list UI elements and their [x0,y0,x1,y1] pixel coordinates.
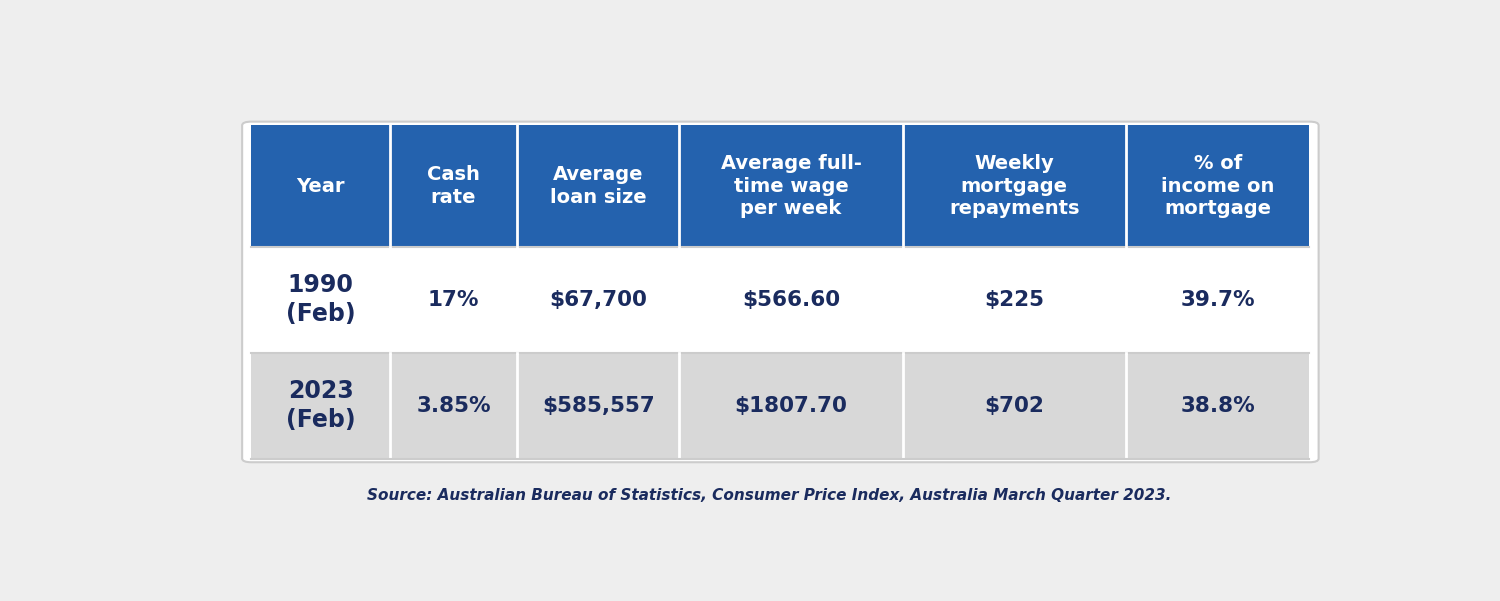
Text: Weekly
mortgage
repayments: Weekly mortgage repayments [950,154,1080,218]
Text: Year: Year [297,177,345,196]
Text: 2023
(Feb): 2023 (Feb) [286,379,356,432]
Bar [252,126,1310,247]
Text: 3.85%: 3.85% [417,395,491,416]
Text: % of
income on
mortgage: % of income on mortgage [1161,154,1275,218]
Text: 1990
(Feb): 1990 (Feb) [286,273,356,326]
Text: $1807.70: $1807.70 [735,395,847,416]
Text: 17%: 17% [427,290,480,310]
Text: $566.60: $566.60 [742,290,840,310]
Text: $702: $702 [984,395,1044,416]
Text: 38.8%: 38.8% [1180,395,1256,416]
Bar [252,247,1310,353]
Text: $225: $225 [984,290,1044,310]
Text: $585,557: $585,557 [542,395,654,416]
Text: $67,700: $67,700 [549,290,646,310]
Text: Average
loan size: Average loan size [550,165,646,207]
FancyBboxPatch shape [242,121,1318,462]
Text: Source: Australian Bureau of Statistics, Consumer Price Index, Australia March Q: Source: Australian Bureau of Statistics,… [366,488,1172,503]
Bar [252,353,1310,459]
Text: Average full-
time wage
per week: Average full- time wage per week [720,154,861,218]
Text: 39.7%: 39.7% [1180,290,1256,310]
Text: Cash
rate: Cash rate [427,165,480,207]
